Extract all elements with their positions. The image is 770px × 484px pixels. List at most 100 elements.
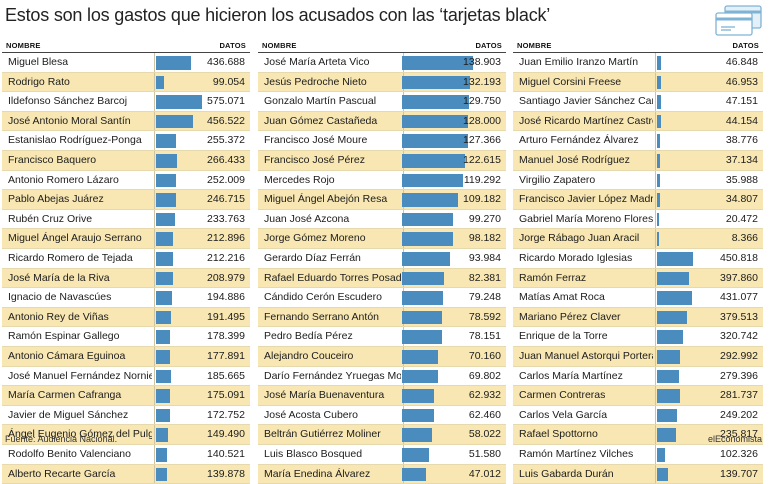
expense-bar — [402, 134, 468, 148]
expense-value: 38.776 — [725, 134, 758, 147]
expense-value: 397.860 — [720, 271, 758, 284]
expense-bar — [156, 56, 191, 70]
expense-bar — [402, 428, 432, 442]
expense-bar — [657, 310, 688, 325]
person-name: Rafael Eduardo Torres Posada — [264, 271, 401, 284]
column-divider — [655, 190, 656, 209]
expense-bar — [156, 291, 172, 305]
expense-bar — [657, 448, 666, 462]
expense-value: 62.460 — [468, 408, 501, 421]
column-divider — [655, 92, 656, 111]
expense-value: 98.182 — [468, 232, 501, 245]
table-row: Antonio Rey de Viñas 191.495 — [2, 307, 250, 328]
expense-bar — [402, 56, 474, 70]
table-row: Mercedes Rojo 119.292 — [258, 170, 506, 191]
name-column-header: NOMBRE — [262, 41, 297, 50]
expense-bar — [657, 369, 680, 384]
table-row: Gonzalo Martín Pascual 129.750 — [258, 92, 506, 112]
table-row: Fernando Serrano Antón 78.592 — [258, 307, 506, 328]
expense-bar — [402, 350, 439, 364]
expense-bar — [156, 154, 178, 168]
column-divider — [655, 347, 656, 366]
person-name: Ramón Espinar Gallego — [8, 330, 120, 343]
table-row: Ramón Martínez Vilches 102.326 — [513, 445, 763, 465]
person-name: Miguel Ángel Araujo Serrano — [8, 232, 142, 245]
chart-title: Estos son los gastos que hicieron los ac… — [5, 5, 551, 25]
expense-value: 177.891 — [207, 350, 245, 362]
expense-bar — [402, 330, 443, 344]
table-row: Mariano Pérez Claver 379.513 — [513, 307, 763, 328]
expense-bar — [156, 389, 170, 403]
person-name: Jesús Pedroche Nieto — [264, 75, 367, 88]
table-row: Alberto Recarte García 139.878 — [2, 464, 250, 484]
table-row: Jesús Pedroche Nieto 132.193 — [258, 72, 506, 93]
person-name: Virgilio Zapatero — [519, 173, 596, 186]
expense-bar — [402, 389, 435, 403]
expense-bar — [657, 134, 661, 148]
expense-bar — [657, 408, 677, 423]
person-name: Estanislao Rodríguez-Ponga — [8, 134, 142, 147]
table-row: Virgilio Zapatero 35.988 — [513, 170, 763, 191]
expense-value: 149.490 — [207, 428, 245, 441]
person-name: Ramón Ferraz — [519, 271, 587, 284]
expense-value: 292.992 — [720, 350, 758, 362]
expense-value: 212.216 — [207, 252, 245, 264]
expense-bar — [156, 232, 173, 246]
person-name: Miguel Corsini Freese — [519, 75, 622, 88]
table-row: Estanislao Rodríguez-Ponga 255.372 — [2, 131, 250, 151]
column-divider — [655, 53, 656, 72]
expense-value: 450.818 — [720, 252, 758, 264]
expense-bar — [156, 212, 175, 227]
column-divider — [154, 288, 155, 307]
column-divider — [154, 405, 155, 425]
table-row: Gabriel María Moreno Flores 20.472 — [513, 209, 763, 230]
expense-value: 37.134 — [725, 154, 758, 166]
person-name: Rubén Cruz Orive — [8, 212, 93, 225]
expense-value: 99.054 — [212, 75, 245, 88]
table-row: Francisco Baquero 266.433 — [2, 151, 250, 171]
column-divider — [154, 464, 155, 484]
name-column-header: NOMBRE — [517, 41, 552, 50]
expense-value: 185.665 — [207, 369, 245, 382]
value-column-header: DATOS — [475, 41, 502, 50]
expense-value: 235.817 — [720, 428, 758, 441]
person-name: Javier de Miguel Sánchez — [8, 408, 129, 421]
expense-bar — [156, 252, 173, 266]
column-divider — [655, 268, 656, 288]
column-divider — [655, 464, 656, 484]
table-row: Alejandro Couceiro 70.160 — [258, 347, 506, 367]
expense-bar — [657, 114, 661, 129]
table-row: Miguel Ángel Araujo Serrano 212.896 — [2, 229, 250, 249]
person-name: Antonio Cámara Eguinoa — [8, 350, 126, 362]
expense-bar — [402, 448, 429, 462]
expense-bar — [156, 173, 177, 188]
column-divider — [655, 72, 656, 92]
expense-value: 208.979 — [207, 271, 245, 284]
column-divider — [655, 249, 656, 268]
table-row: Francisco Javier López Madrid 34.807 — [513, 190, 763, 210]
person-name: Luis Gabarda Durán — [519, 467, 614, 480]
expense-value: 252.009 — [207, 173, 245, 186]
expense-bar — [657, 212, 659, 227]
column-divider — [655, 405, 656, 425]
table-row: Luis Blasco Bosqued 51.580 — [258, 445, 506, 465]
table-row: Ildefonso Sánchez Barcoj 575.071 — [2, 92, 250, 112]
expense-bar — [657, 467, 669, 482]
person-name: Rodolfo Benito Valenciano — [8, 448, 131, 460]
expense-value: 47.151 — [725, 95, 758, 108]
expense-bar — [156, 369, 171, 384]
expense-bar — [402, 95, 469, 109]
person-name: Jorge Rábago Juan Aracil — [519, 232, 640, 245]
expense-bar — [156, 193, 176, 207]
column-divider — [655, 209, 656, 229]
expense-value: 139.707 — [720, 467, 758, 480]
person-name: Gonzalo Martín Pascual — [264, 95, 377, 108]
expense-bar — [657, 291, 692, 305]
header-rule — [513, 52, 763, 53]
person-name: Gabriel María Moreno Flores — [519, 212, 653, 225]
table-row: José Manuel Fernández Norniella 185.665 — [2, 366, 250, 387]
expense-value: 47.012 — [468, 467, 501, 480]
person-name: Mercedes Rojo — [264, 173, 335, 186]
person-name: Ángel Eugenio Gómez del Pulgar — [8, 428, 152, 441]
table-row: Carlos María Martínez 279.396 — [513, 366, 763, 387]
